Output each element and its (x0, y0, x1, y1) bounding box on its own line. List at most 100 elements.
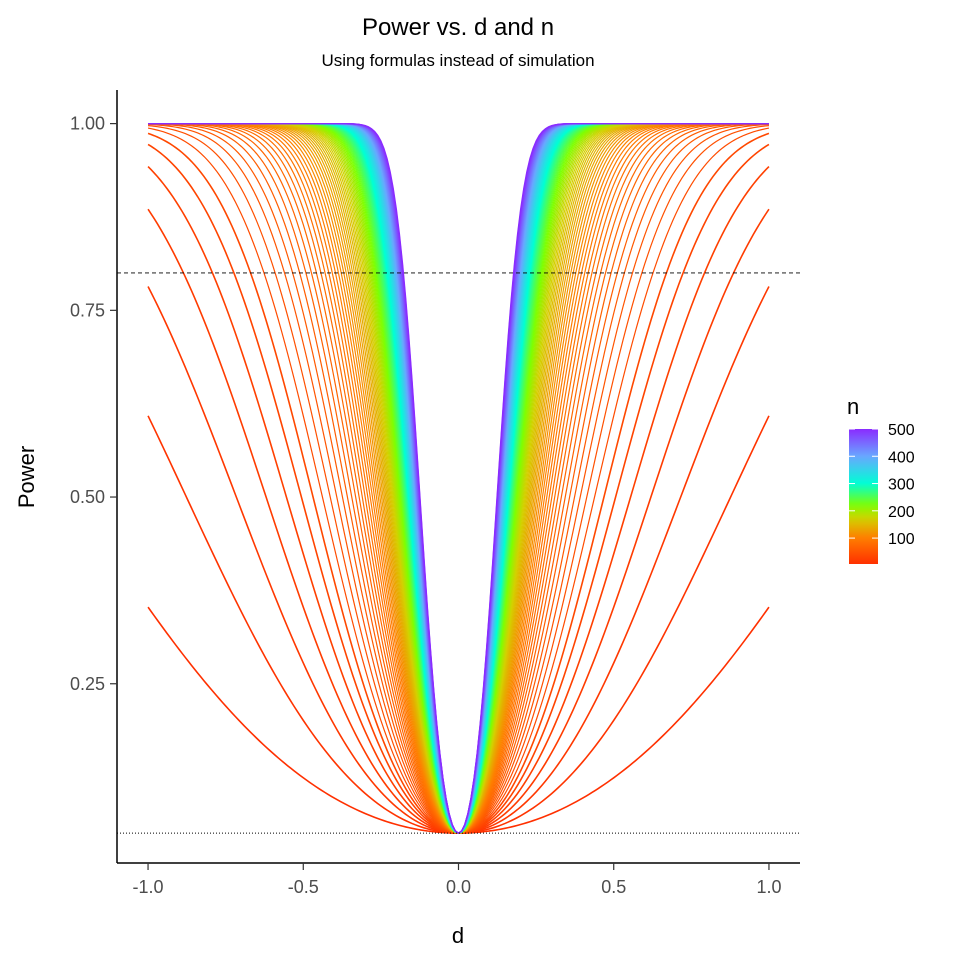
series-line-n-130 (148, 123, 769, 834)
series-line-n-460 (148, 123, 769, 834)
x-tick-label: -1.0 (133, 877, 164, 897)
series-line-n-380 (148, 123, 769, 834)
series-line-n-40 (147, 127, 770, 834)
series-line-n-340 (148, 123, 769, 834)
series-line-n-355 (148, 123, 769, 834)
series-line-n-280 (148, 123, 769, 834)
y-tick-label: 0.50 (70, 487, 105, 507)
series-line-n-335 (148, 123, 769, 834)
series-line-n-385 (148, 123, 769, 834)
series-line-n-165 (148, 123, 769, 834)
x-axis-ticks: -1.0 -0.5 0.0 0.5 1.0 (133, 863, 781, 897)
series-line-n-55 (148, 123, 769, 834)
series-line-n-50 (148, 123, 769, 834)
series-line-n-120 (148, 123, 769, 834)
series-line-n-250 (148, 123, 769, 834)
series-line-n-155 (148, 123, 769, 834)
y-tick-label: 0.75 (70, 300, 105, 320)
series-line-n-100 (148, 123, 769, 834)
series-line-n-25 (147, 166, 770, 834)
plot-lines (147, 123, 770, 834)
series-line-n-205 (148, 123, 769, 834)
series-line-n-275 (148, 123, 769, 834)
y-axis-ticks: 0.25 0.50 0.75 1.00 (70, 114, 117, 694)
series-line-n-270 (148, 123, 769, 834)
series-line-n-230 (148, 123, 769, 834)
x-tick-label: 0.0 (446, 877, 471, 897)
series-line-n-395 (148, 123, 769, 834)
series-line-n-115 (148, 123, 769, 834)
series-line-n-85 (148, 123, 769, 834)
series-line-n-455 (148, 123, 769, 834)
series-line-n-175 (148, 123, 769, 834)
legend-label: 300 (888, 477, 915, 494)
series-line-n-420 (148, 123, 769, 834)
series-line-n-370 (148, 123, 769, 834)
series-line-n-65 (148, 123, 769, 834)
series-line-n-400 (148, 123, 769, 834)
series-line-n-405 (148, 123, 769, 834)
x-tick-label: 1.0 (756, 877, 781, 897)
series-line-n-290 (148, 123, 769, 834)
series-line-n-445 (148, 123, 769, 834)
series-line-n-15 (147, 286, 770, 834)
series-line-n-200 (148, 123, 769, 834)
y-tick-label: 1.00 (70, 114, 105, 134)
series-line-n-35 (147, 132, 770, 834)
series-line-n-440 (148, 123, 769, 834)
x-tick-label: -0.5 (288, 877, 319, 897)
series-line-n-150 (148, 123, 769, 834)
series-line-n-410 (148, 123, 769, 834)
chart-title: Power vs. d and n (362, 14, 554, 41)
series-line-n-235 (148, 123, 769, 834)
series-line-n-95 (148, 123, 769, 834)
legend-ticks: 500 400 300 200 100 (849, 422, 915, 548)
series-line-n-310 (148, 123, 769, 834)
series-line-n-490 (148, 123, 769, 834)
legend-label: 500 (888, 422, 915, 439)
series-line-n-245 (148, 123, 769, 834)
legend-title: n (847, 394, 859, 419)
series-line-n-485 (148, 123, 769, 834)
series-line-n-305 (148, 123, 769, 834)
series-line-n-140 (148, 123, 769, 834)
legend-label: 200 (888, 504, 915, 521)
reference-lines (117, 272, 800, 834)
series-line-n-365 (148, 123, 769, 834)
series-line-n-470 (148, 123, 769, 834)
series-line-n-80 (148, 123, 769, 834)
series-line-n-180 (148, 123, 769, 834)
series-line-n-345 (148, 123, 769, 834)
series-line-n-110 (148, 123, 769, 834)
series-line-n-350 (148, 123, 769, 834)
series-line-n-500 (148, 123, 769, 834)
x-axis-title: d (452, 923, 464, 948)
series-line-n-450 (148, 123, 769, 834)
series-line-n-160 (148, 123, 769, 834)
series-line-n-125 (148, 123, 769, 834)
series-line-n-210 (148, 123, 769, 834)
series-line-n-255 (148, 123, 769, 834)
series-line-n-240 (148, 123, 769, 834)
series-line-n-320 (148, 123, 769, 834)
series-line-n-185 (148, 123, 769, 834)
series-line-n-265 (148, 123, 769, 834)
series-line-n-360 (148, 123, 769, 834)
series-line-n-325 (148, 123, 769, 834)
series-line-n-195 (148, 123, 769, 834)
series-line-n-215 (148, 123, 769, 834)
series-line-n-315 (148, 123, 769, 834)
series-line-n-105 (148, 123, 769, 834)
series-line-n-260 (148, 123, 769, 834)
series-line-n-20 (147, 208, 770, 834)
y-axis-title: Power (14, 446, 39, 508)
legend-label: 400 (888, 449, 915, 466)
series-line-n-285 (148, 123, 769, 834)
series-line-n-330 (148, 123, 769, 834)
series-line-n-495 (148, 123, 769, 834)
series-line-n-10 (147, 415, 770, 834)
chart-subtitle: Using formulas instead of simulation (321, 51, 594, 70)
legend-colorbar (849, 429, 878, 564)
series-line-n-145 (148, 123, 769, 834)
series-line-n-465 (148, 123, 769, 834)
